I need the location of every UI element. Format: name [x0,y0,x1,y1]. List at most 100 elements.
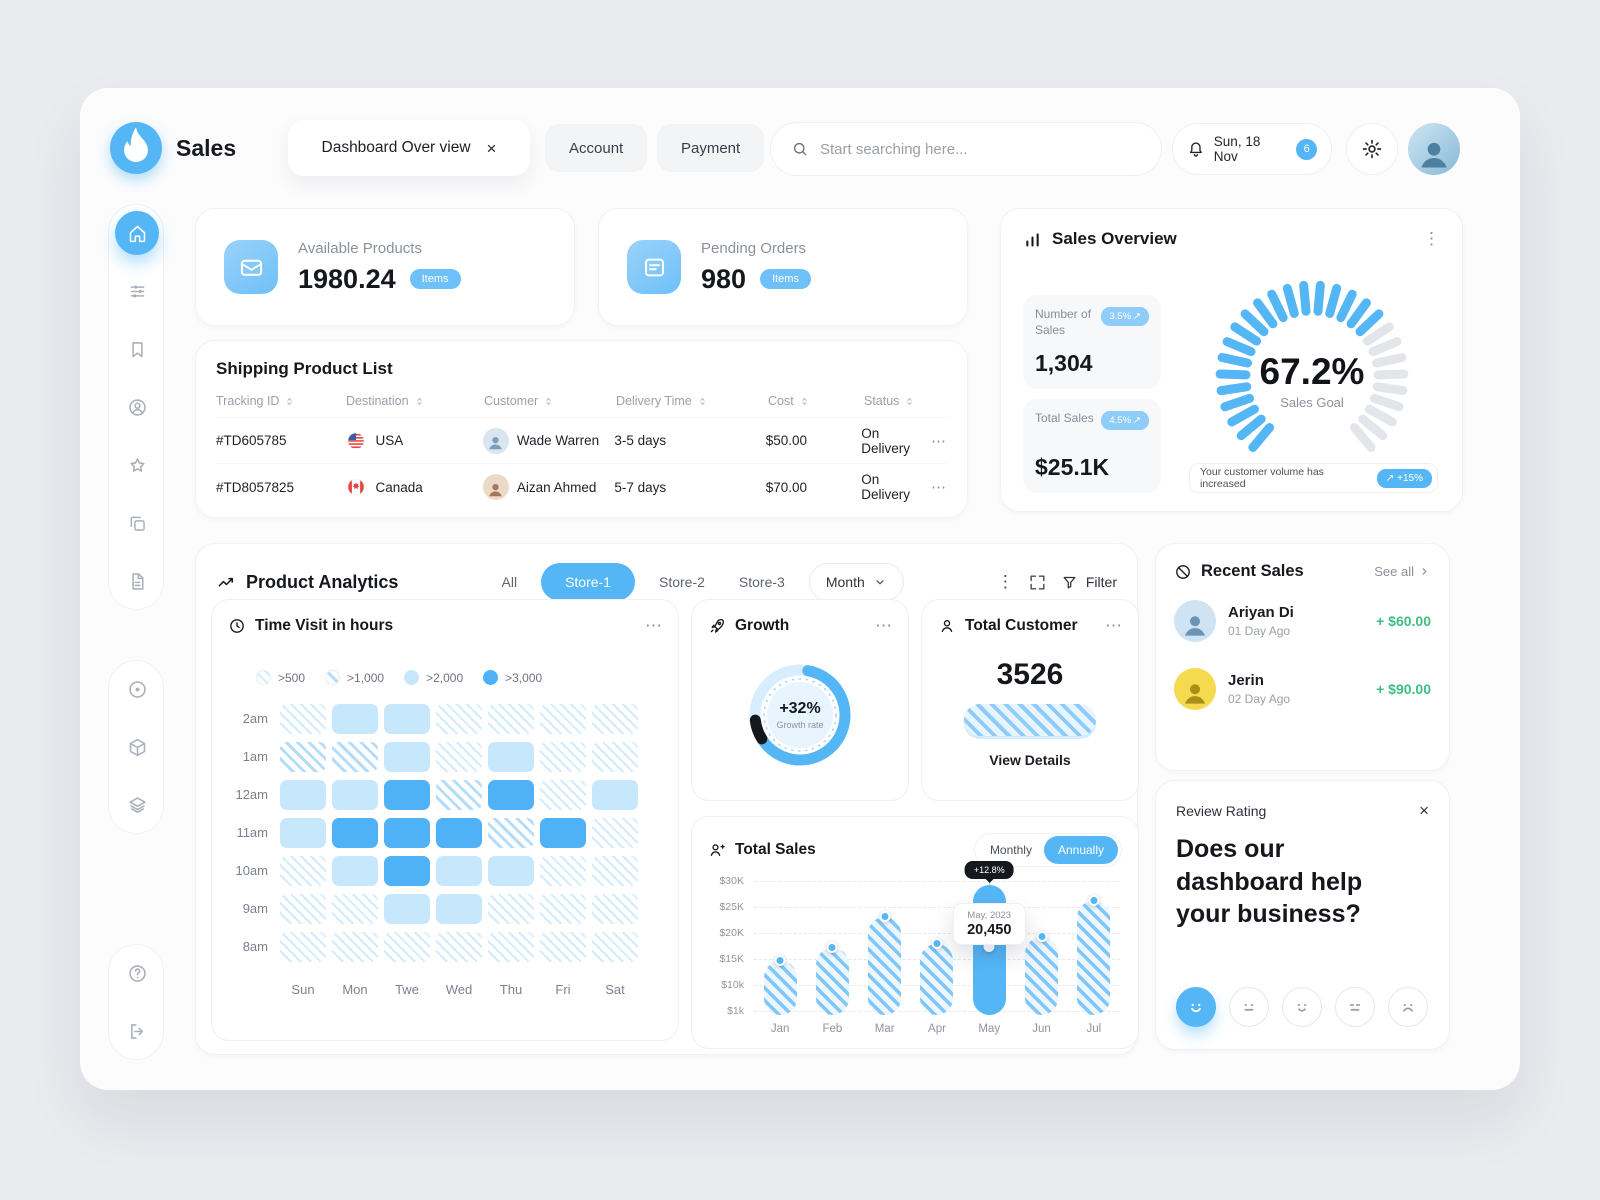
heatmap-col-label: Mon [342,982,368,997]
rating-meh-button[interactable] [1335,987,1375,1027]
filter-button[interactable]: Filter [1061,574,1117,591]
arrow-up-right-icon: ↗ [1133,311,1141,322]
kebab-menu-icon[interactable]: ⋮ [996,572,1014,591]
sort-icon[interactable] [799,396,810,407]
sort-icon[interactable] [414,396,425,407]
sidebar-item-bookmark[interactable] [115,327,159,371]
see-all-link[interactable]: See all [1374,564,1431,579]
close-icon[interactable]: × [1419,801,1429,820]
kebab-menu-icon[interactable]: ⋮ [1423,229,1440,248]
gauge-segment [1248,423,1275,452]
search-bar[interactable] [770,122,1162,176]
sidebar-item-disc[interactable] [115,667,159,711]
view-details-button[interactable]: View Details [922,752,1138,768]
card-available-products: Available Products 1980.24 Items [195,208,575,326]
heatmap-cell [280,818,326,848]
bar-column-feb [806,877,858,1015]
filter-tab-all[interactable]: All [492,574,528,590]
toggle-monthly[interactable]: Monthly [978,843,1044,857]
heatmap-cell [540,856,586,886]
tooltip-date: May, 2023 [967,910,1012,921]
rating-sad-button[interactable] [1388,987,1428,1027]
nav-account-button[interactable]: Account [545,124,648,172]
bell-icon[interactable] [1187,140,1205,158]
ellipsis-menu-icon[interactable]: ⋯ [1105,616,1122,635]
sort-icon[interactable] [543,396,554,407]
tab-dashboard-overview[interactable]: Dashboard Over view × [288,120,530,176]
gauge-segment [1372,382,1408,396]
sidebar-item-star[interactable] [115,443,159,487]
filter-tab-store-2[interactable]: Store-2 [649,574,715,590]
row-menu-icon[interactable]: ⋯ [930,432,947,450]
search-input[interactable] [820,140,1141,158]
x-tick: Apr [928,1023,946,1035]
card-pending-orders: Pending Orders 980 Items [598,208,968,326]
recent-sale-item[interactable]: Jerin 02 Day Ago + $90.00 [1156,655,1449,723]
sidebar-item-box[interactable] [115,725,159,769]
ellipsis-menu-icon[interactable]: ⋯ [875,616,892,635]
settings-button[interactable] [1346,123,1398,175]
notification-count-badge: 6 [1296,138,1318,160]
month-dropdown[interactable]: Month [808,563,904,601]
sidebar-item-sliders[interactable] [115,269,159,313]
usa-flag-icon [345,430,367,452]
gauge-label: Sales Goal [1280,395,1344,410]
date-notifications[interactable]: Sun, 18 Nov 6 [1172,123,1332,175]
heatmap-cell [436,704,482,734]
sidebar-item-home[interactable] [115,211,159,255]
col-tracking-id: Tracking ID [216,394,280,408]
sort-icon[interactable] [697,396,708,407]
gauge-segment [1372,353,1407,368]
y-tick: $30K [719,875,744,887]
row-menu-icon[interactable]: ⋯ [930,479,947,496]
filter-tab-store-1[interactable]: Store-1 [541,563,635,601]
meh-face-icon [1343,995,1367,1019]
sidebar-item-copy[interactable] [115,501,159,545]
person-icon [1180,678,1210,708]
toggle-annually[interactable]: Annually [1043,836,1118,864]
user-avatar[interactable] [1408,123,1460,175]
heatmap-col-label: Thu [499,982,523,997]
sort-icon[interactable] [284,396,295,407]
heatmap-cell [592,856,638,886]
sale-time: 01 Day Ago [1228,624,1291,638]
copy-icon [127,513,148,534]
avatar [1174,668,1216,710]
rocket-icon [708,617,726,635]
tab-close-icon[interactable]: × [486,138,497,158]
heatmap-cell [332,932,378,962]
total-customer-title: Total Customer [965,617,1078,634]
filter-tab-store-3[interactable]: Store-3 [729,574,795,590]
heatmap-cell [332,704,378,734]
cost: $50.00 [765,433,807,448]
table-row[interactable]: #TD605785 USA Wade Warren 3-5 days $50.0… [216,418,947,464]
rating-faces [1176,987,1428,1027]
heatmap-cell [488,704,534,734]
customer-name: Aizan Ahmed [516,479,597,495]
sort-icon[interactable] [904,396,915,407]
table-row[interactable]: #TD8057825 Canada Aizan Ahmed 5-7 days $… [216,464,947,510]
expand-icon[interactable] [1028,573,1047,592]
sidebar-item-logout[interactable] [115,1009,159,1053]
ellipsis-menu-icon[interactable]: ⋯ [645,616,662,635]
heatmap-cell [332,856,378,886]
recent-sale-item[interactable]: Ariyan Di 01 Day Ago + $60.00 [1156,587,1449,655]
heatmap-cell [540,818,586,848]
sidebar-item-help[interactable] [115,951,159,995]
rating-happy-button[interactable] [1176,987,1216,1027]
sidebar-item-user-circle[interactable] [115,385,159,429]
help-icon [127,963,148,984]
bookmark-icon [127,339,148,360]
heatmap-cell [384,856,430,886]
heatmap-cell [540,932,586,962]
heatmap-col-label: Fri [555,982,571,997]
bar-column-may: +12.8% May, 2023 20,450 [953,861,1026,1015]
nav-payment-button[interactable]: Payment [657,124,765,172]
sidebar-item-layers[interactable] [115,783,159,827]
heatmap-cell [488,742,534,772]
sidebar-item-file[interactable] [115,559,159,603]
rating-smile-button[interactable] [1282,987,1322,1027]
rating-neutral-button[interactable] [1229,987,1269,1027]
heatmap-cell [488,932,534,962]
